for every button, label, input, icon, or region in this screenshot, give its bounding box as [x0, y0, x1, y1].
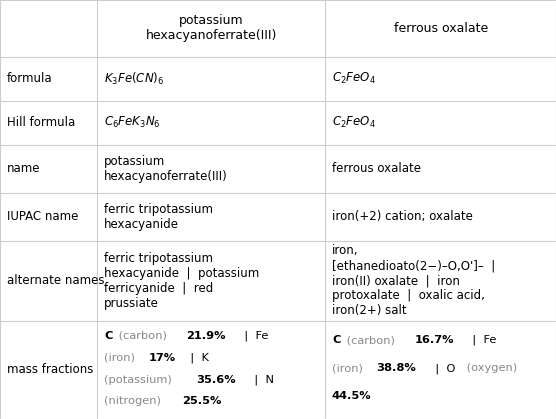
- Text: 16.7%: 16.7%: [414, 335, 454, 345]
- Text: potassium
hexacyanoferrate(III): potassium hexacyanoferrate(III): [146, 14, 277, 42]
- Text: |  Fe: | Fe: [237, 331, 269, 341]
- Text: 17%: 17%: [148, 353, 176, 363]
- Text: |  K: | K: [183, 352, 210, 363]
- Text: (carbon): (carbon): [115, 331, 170, 341]
- Text: (potassium): (potassium): [104, 375, 175, 385]
- Text: 35.6%: 35.6%: [196, 375, 236, 385]
- Text: 21.9%: 21.9%: [186, 331, 226, 341]
- Text: Hill formula: Hill formula: [7, 116, 75, 129]
- Text: ferric tripotassium
hexacyanide  |  potassium
ferricyanide  |  red
prussiate: ferric tripotassium hexacyanide | potass…: [104, 252, 259, 310]
- Text: 38.8%: 38.8%: [376, 363, 416, 373]
- Text: iron,
[ethanedioato(2−)–O,O']–  |
iron(II) oxalate  |  iron
protoxalate  |  oxal: iron, [ethanedioato(2−)–O,O']– | iron(II…: [332, 244, 495, 317]
- Text: $C_2FeO_4$: $C_2FeO_4$: [332, 71, 376, 86]
- Text: |  O: | O: [428, 363, 455, 374]
- Text: formula: formula: [7, 72, 52, 85]
- Text: (iron): (iron): [332, 363, 366, 373]
- Text: $K_3Fe(CN)_6$: $K_3Fe(CN)_6$: [104, 70, 164, 87]
- Text: (nitrogen): (nitrogen): [104, 396, 165, 406]
- Text: $C_6FeK_3N_6$: $C_6FeK_3N_6$: [104, 115, 161, 130]
- Text: ferrous oxalate: ferrous oxalate: [394, 22, 488, 35]
- Text: potassium
hexacyanoferrate(III): potassium hexacyanoferrate(III): [104, 155, 228, 183]
- Text: ferric tripotassium
hexacyanide: ferric tripotassium hexacyanide: [104, 203, 213, 231]
- Text: mass fractions: mass fractions: [7, 363, 93, 376]
- Text: C: C: [104, 331, 112, 341]
- Text: IUPAC name: IUPAC name: [7, 210, 78, 223]
- Text: name: name: [7, 162, 40, 175]
- Text: $C_2FeO_4$: $C_2FeO_4$: [332, 115, 376, 130]
- Text: (iron): (iron): [104, 353, 138, 363]
- Text: (oxygen): (oxygen): [463, 363, 517, 373]
- Text: |  N: | N: [247, 374, 274, 385]
- Text: 25.5%: 25.5%: [182, 396, 221, 406]
- Text: (carbon): (carbon): [342, 335, 398, 345]
- Text: |  Fe: | Fe: [465, 335, 497, 346]
- Text: ferrous oxalate: ferrous oxalate: [332, 162, 421, 175]
- Text: C: C: [332, 335, 340, 345]
- Text: alternate names: alternate names: [7, 274, 104, 287]
- Text: 44.5%: 44.5%: [332, 391, 371, 401]
- Text: iron(+2) cation; oxalate: iron(+2) cation; oxalate: [332, 210, 473, 223]
